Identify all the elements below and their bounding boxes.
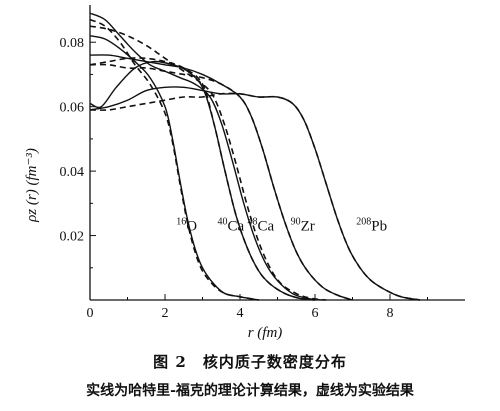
series-label-208Pb: 208Pb — [356, 217, 387, 235]
chart-curve-labels: 16O 40Ca 48Ca 90Zr 208Pb — [176, 217, 387, 235]
x-tick-label: 4 — [237, 306, 244, 321]
figure-note: 实线为哈特里-福克的理论计算结果，虚线为实验结果 — [86, 383, 414, 399]
series-label-90Zr: 90Zr — [291, 217, 315, 235]
series-label-48Ca: 48Ca — [248, 217, 275, 235]
x-tick-label: 6 — [312, 306, 319, 321]
series-40Ca-experiment-line — [89, 57, 316, 301]
series-208Pb-theory-line — [89, 86, 421, 301]
chart-axes — [89, 5, 465, 301]
series-16O-experiment-line — [89, 18, 259, 301]
y-tick-label: 0.02 — [60, 230, 85, 245]
y-axis-label: ρz (r) (fm⁻³) — [24, 148, 40, 223]
x-tick-label: 2 — [162, 306, 169, 321]
series-48Ca-theory-line — [89, 12, 323, 301]
series-40Ca-theory-line — [89, 60, 316, 301]
x-tick-label: 8 — [387, 306, 394, 321]
series-16O-theory-line — [89, 35, 259, 301]
chart-ticks: 0 2 4 6 8 0.02 0.04 0.06 0.08 — [60, 36, 428, 321]
series-label-40Ca: 40Ca — [218, 217, 245, 235]
chart-curves — [89, 12, 421, 301]
y-tick-label: 0.08 — [60, 36, 85, 51]
series-48Ca-experiment-line — [89, 25, 327, 301]
series-label-16O: 16O — [176, 217, 197, 235]
x-tick-label: 0 — [87, 306, 94, 321]
x-axis-label: r (fm) — [248, 325, 283, 341]
y-tick-label: 0.06 — [60, 101, 85, 116]
y-tick-label: 0.04 — [60, 165, 85, 180]
chart: 0 2 4 6 8 0.02 0.04 0.06 0.08 16O 40Ca 48Ca 90Zr 208… — [24, 5, 465, 341]
figure-title: 图 2 核内质子数密度分布 — [153, 353, 347, 371]
series-90Zr-theory-line — [89, 54, 353, 301]
